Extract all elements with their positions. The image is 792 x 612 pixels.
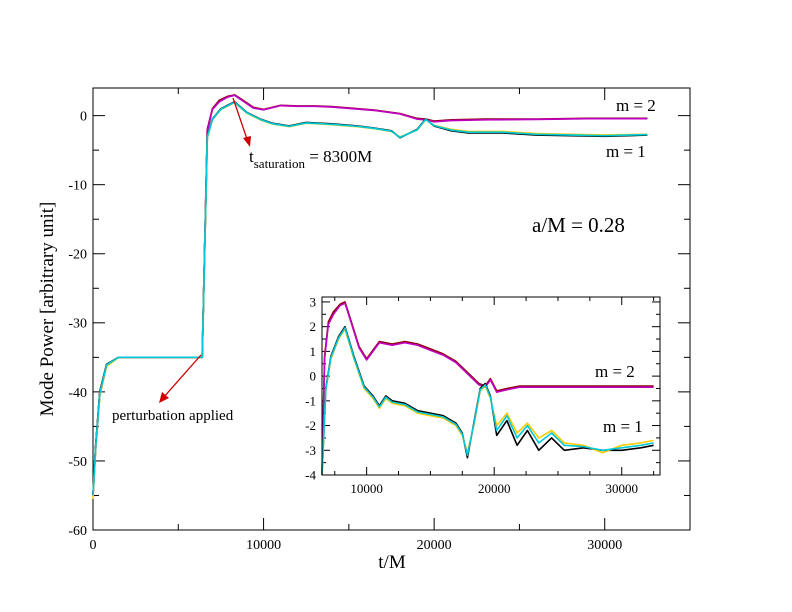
saturation-arrowhead — [243, 136, 251, 147]
main-ytick-label: 0 — [80, 110, 87, 125]
saturation-value: = 8300M — [305, 147, 372, 166]
inset-ytick-label: -2 — [305, 418, 316, 433]
inset-ytick-label: -3 — [305, 443, 316, 458]
main-ytick-label: -30 — [68, 317, 87, 332]
main-series-lines — [92, 94, 648, 499]
inset-xtick-label: 30000 — [605, 481, 638, 496]
inset-xtick-label: 10000 — [350, 481, 383, 496]
inset-ytick-label: 3 — [310, 294, 317, 309]
main-plot-frame — [92, 87, 691, 531]
main-ytick-label: -50 — [68, 455, 87, 470]
main-series-4 — [92, 101, 648, 496]
main-m1-label: m = 1 — [606, 142, 646, 161]
main-ytick-label: -40 — [68, 386, 87, 401]
inset-ytick-label: -1 — [305, 393, 316, 408]
saturation-arrow — [232, 97, 249, 143]
spin-label: a/M = 0.28 — [532, 213, 625, 237]
main-xtick-label: 0 — [90, 538, 97, 553]
perturbation-annotation: perturbation applied — [112, 408, 234, 424]
main-xtick-label: 10000 — [246, 538, 281, 553]
inset-ytick-label: -4 — [305, 468, 316, 483]
main-m2-label: m = 2 — [616, 96, 656, 115]
inset-plot: 10000 20000 30000 3 2 1 0 -1 -2 -3 -4 m = 2 m = 1 — [305, 294, 661, 496]
inset-plot-frame — [321, 296, 661, 476]
main-ytick-label: -10 — [68, 179, 87, 194]
main-ylabel: Mode Power [arbitrary unit] — [37, 202, 58, 417]
saturation-t: t — [249, 147, 254, 166]
main-xlabel: t/M — [378, 552, 406, 573]
main-xtick-label: 30000 — [587, 538, 622, 553]
saturation-annotation: tsaturation = 8300M — [249, 147, 372, 171]
main-ytick-label: -60 — [68, 524, 87, 539]
main-xtick-label: 20000 — [417, 538, 452, 553]
inset-series-4 — [321, 327, 654, 476]
main-ytick-label: -20 — [68, 248, 87, 263]
inset-m1-label: m = 1 — [603, 417, 643, 436]
inset-m2-label: m = 2 — [595, 362, 635, 381]
perturbation-arrow — [162, 354, 202, 399]
inset-xtick-label: 20000 — [478, 481, 511, 496]
inset-series-1 — [321, 302, 654, 476]
inset-series-0 — [321, 301, 654, 476]
inset-series-lines — [321, 301, 654, 476]
inset-ytick-label: 0 — [310, 369, 317, 384]
inset-ytick-label: 1 — [310, 344, 317, 359]
inset-ytick-label: 2 — [310, 319, 317, 334]
saturation-subscript: saturation — [254, 156, 306, 171]
perturbation-arrowhead — [159, 392, 169, 403]
